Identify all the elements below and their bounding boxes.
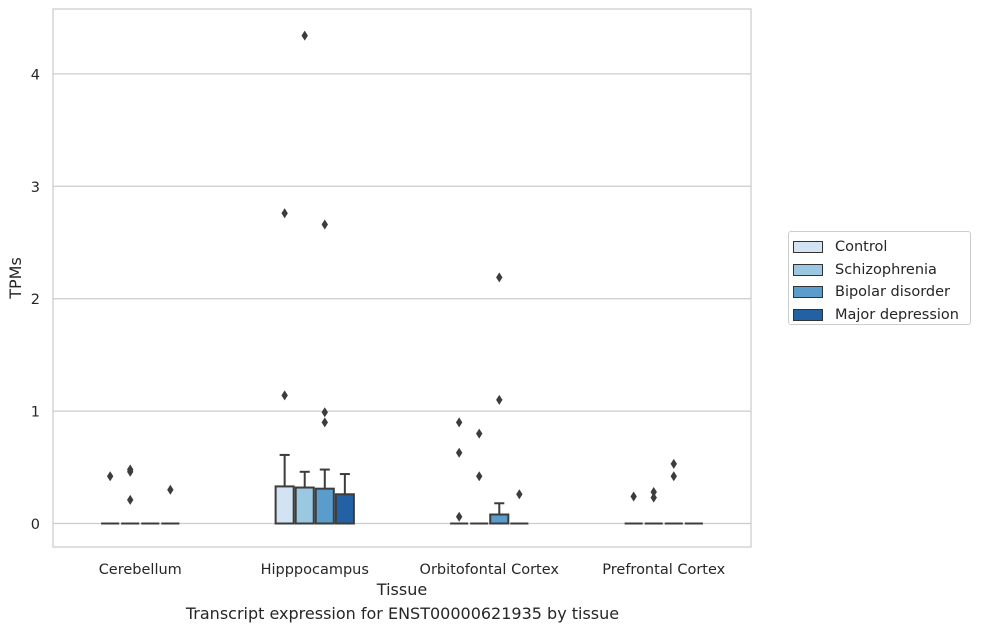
- y-tick-label: 4: [31, 67, 40, 83]
- box-schizophrenia: [121, 464, 140, 525]
- outlier-marker: [321, 417, 328, 428]
- box: [314, 487, 335, 525]
- legend-swatch: [793, 308, 823, 321]
- outlier-marker: [670, 471, 677, 482]
- box-major-depression: [161, 484, 180, 525]
- legend-item: Schizophrenia: [793, 259, 970, 282]
- legend-swatch: [793, 241, 823, 254]
- outlier-marker: [670, 458, 677, 469]
- y-tick-labels: 0 1 2 3 4: [31, 67, 40, 533]
- y-axis-label: TPMs: [6, 257, 25, 300]
- box: [294, 486, 315, 525]
- plot-frame: [52, 8, 752, 548]
- outlier-marker: [496, 272, 503, 283]
- legend-swatch: [793, 286, 823, 299]
- legend-label: Major depression: [835, 306, 959, 323]
- outlier-marker: [281, 208, 288, 219]
- legend-item: Control: [793, 236, 970, 259]
- outlier-marker: [476, 428, 483, 439]
- outlier-marker: [476, 471, 483, 482]
- box-bipolar-disorder: [664, 458, 683, 525]
- outlier-marker: [650, 487, 657, 498]
- y-tick-label: 1: [31, 405, 40, 421]
- boxes-layer: [101, 30, 703, 525]
- outlier-marker: [321, 219, 328, 230]
- x-tick-label: Cerebellum: [99, 562, 182, 578]
- legend-label: Schizophrenia: [835, 261, 937, 278]
- legend-label: Control: [835, 239, 888, 256]
- box-control: [450, 417, 469, 525]
- y-tick-label: 3: [31, 180, 40, 196]
- outlier-marker: [630, 491, 637, 502]
- outlier-marker: [455, 417, 463, 428]
- box-major-depression: [334, 473, 355, 525]
- legend-swatch: [793, 263, 823, 276]
- outlier-marker: [281, 390, 288, 401]
- outlier-marker: [455, 447, 463, 458]
- outlier-marker: [301, 30, 308, 41]
- outlier-marker: [496, 394, 503, 405]
- outlier-marker: [321, 407, 328, 418]
- legend-item: Major depression: [793, 304, 970, 327]
- box-control: [101, 471, 120, 525]
- x-tick-label: Prefrontal Cortex: [602, 562, 725, 578]
- outlier-marker: [650, 492, 657, 503]
- grid-lines: [53, 73, 751, 525]
- y-tick-label: 2: [31, 292, 40, 308]
- x-axis-label: Tissue: [376, 580, 427, 599]
- chart-caption: Transcript expression for ENST0000062193…: [185, 604, 620, 623]
- x-tick-label: Orbitofontal Cortex: [420, 562, 560, 578]
- x-tick-labels: Cerebellum Hipppocampus Orbitofontal Corte…: [99, 562, 726, 578]
- box-schizophrenia: [294, 30, 315, 525]
- outlier-marker: [106, 471, 114, 482]
- box-bipolar-disorder: [489, 272, 510, 525]
- outlier-marker: [516, 489, 523, 500]
- box-major-depression: [510, 489, 529, 525]
- box: [334, 493, 355, 525]
- outlier-marker: [127, 466, 134, 477]
- box: [274, 485, 295, 525]
- outlier-marker: [167, 484, 174, 495]
- box-schizophrenia: [644, 487, 663, 525]
- legend-label: Bipolar disorder: [835, 284, 950, 301]
- box: [489, 513, 510, 525]
- box-bipolar-disorder: [314, 219, 335, 525]
- x-tick-label: Hipppocampus: [261, 562, 369, 578]
- box-schizophrenia: [470, 428, 489, 525]
- outlier-marker: [127, 494, 134, 505]
- y-tick-label: 0: [31, 517, 40, 533]
- box-control: [624, 491, 643, 525]
- box-control: [274, 208, 295, 525]
- outlier-marker: [455, 511, 463, 522]
- legend-item: Bipolar disorder: [793, 281, 970, 304]
- legend: Control Schizophrenia Bipolar disorder Majo…: [788, 231, 971, 325]
